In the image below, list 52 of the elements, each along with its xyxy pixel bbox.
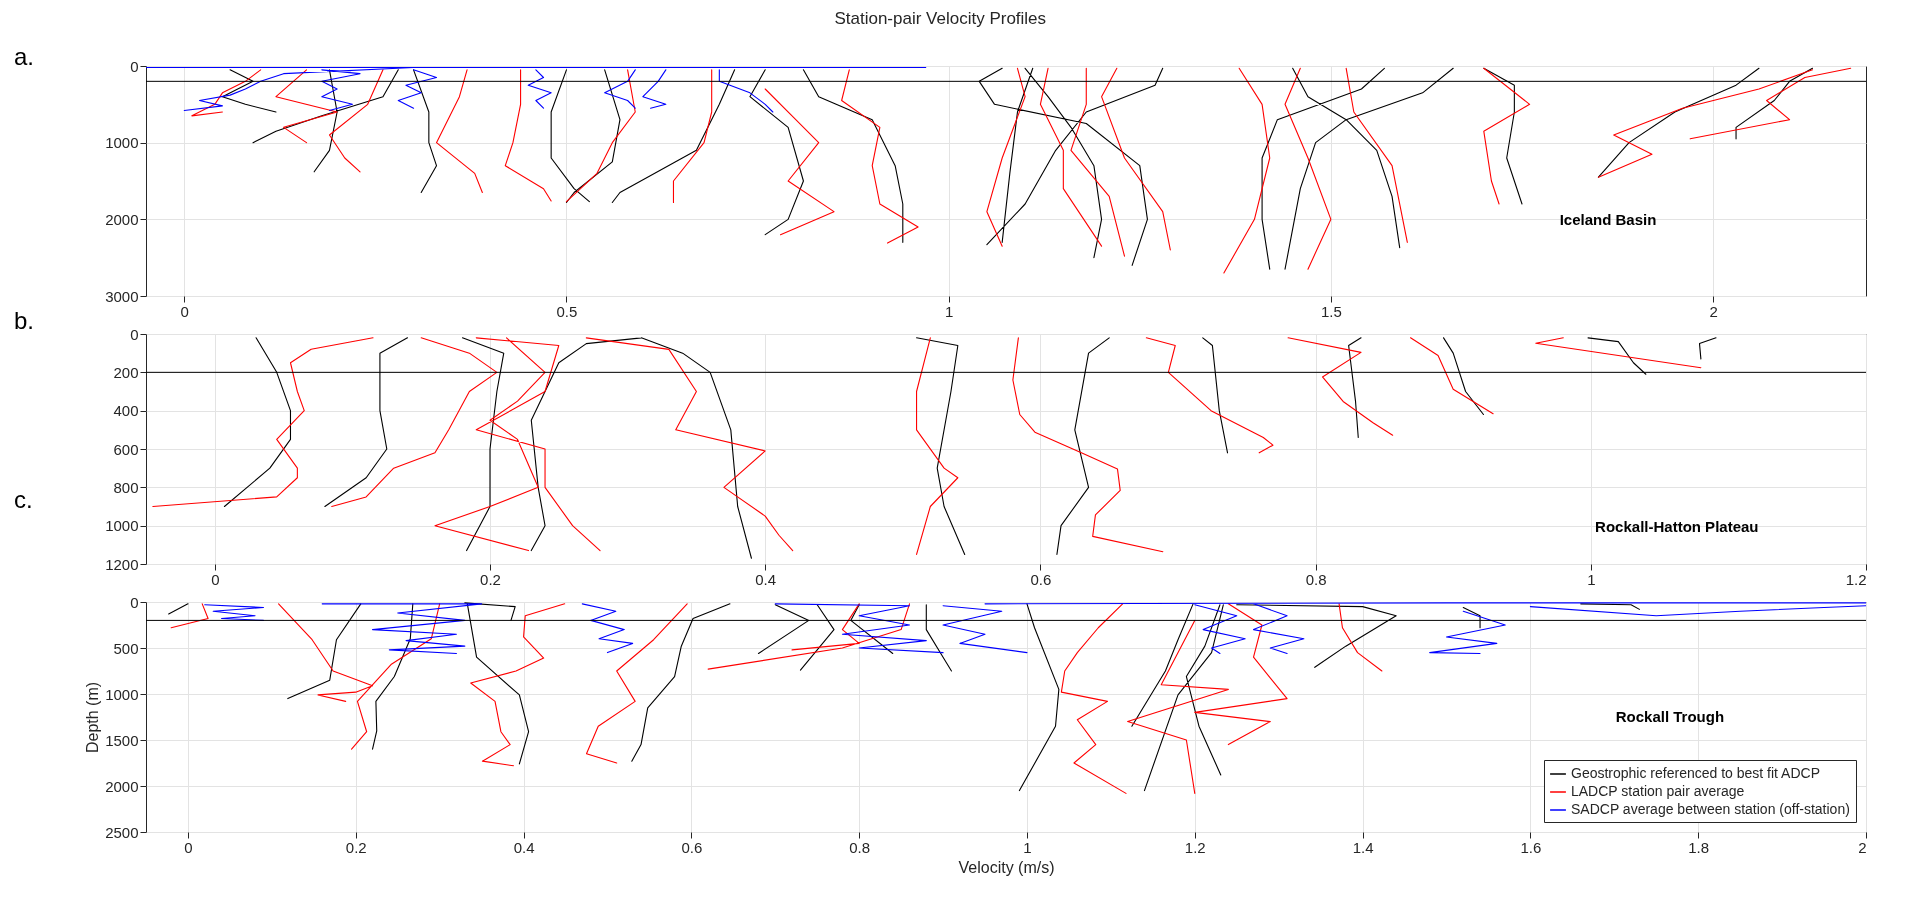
x-tick-label: 0.8 [849,838,871,856]
y-tick-label: 0 [130,57,139,75]
y-tick-label: 500 [113,639,139,657]
legend-label: SADCP average between station (off-station) [1571,801,1850,817]
x-tick-label: 1.8 [1688,838,1710,856]
x-tick-label: 0.2 [345,838,367,856]
x-tick-label: 1.4 [1352,838,1374,856]
text: c. [14,486,33,513]
legend-label: Geostrophic referenced to best fit ADCP [1571,765,1821,781]
x-tick-label: 1.5 [1320,302,1342,320]
x-tick-label: 1.6 [1520,838,1542,856]
y-tick-label: 2000 [105,210,139,228]
y-tick-label: 600 [113,440,139,458]
x-tick-label: 0 [184,838,193,856]
x-tick-label: 1 [1587,570,1596,588]
x-tick-label: 0.2 [480,570,501,588]
annotation: Rockall Trough [1615,708,1725,725]
y-tick-label: 0 [130,325,139,343]
chart-title: Station-pair Velocity Profiles [834,8,1047,28]
annotation: Rockall-Hatton Plateau [1595,518,1759,536]
y-tick-label: 0 [130,593,139,611]
y-tick-label: 400 [113,402,139,420]
text: b. [14,307,35,334]
y-tick-label: 3000 [105,287,139,305]
text: a. [14,43,35,70]
x-tick-label: 0.4 [513,838,535,856]
x-tick-label: 1 [944,302,954,320]
x-tick-label: 0.4 [755,570,777,588]
x-tick-label: 0.8 [1305,570,1327,588]
y-tick-label: 1200 [105,555,139,573]
x-tick-label: 1 [1023,838,1032,856]
y-tick-label: 1000 [105,517,139,535]
x-tick-label: 0 [211,570,220,588]
x-tick-label: 0.6 [1030,570,1052,588]
annotation: Iceland Basin [1559,211,1657,229]
x-tick-label: 1.2 [1845,570,1867,588]
y-tick-label: 2500 [105,823,139,841]
y-tick-label: 1000 [105,685,139,703]
y-tick-label: 800 [113,478,139,496]
x-tick-label: 2 [1709,302,1718,320]
x-tick-label: 0 [180,302,189,320]
y-tick-label: 1500 [105,731,139,749]
y-tick-label: 2000 [105,777,139,795]
x-tick-label: 2 [1858,838,1867,856]
x-tick-label: 1.2 [1184,838,1206,856]
x-tick-label: 0.6 [681,838,703,856]
legend-label: LADCP station pair average [1571,783,1745,799]
x-axis-title: Velocity (m/s) [958,858,1055,876]
y-axis-title: Depth (m) [84,681,102,754]
y-tick-label: 1000 [105,134,139,152]
y-tick-label: 200 [113,363,139,381]
x-tick-label: 0.5 [556,302,578,320]
